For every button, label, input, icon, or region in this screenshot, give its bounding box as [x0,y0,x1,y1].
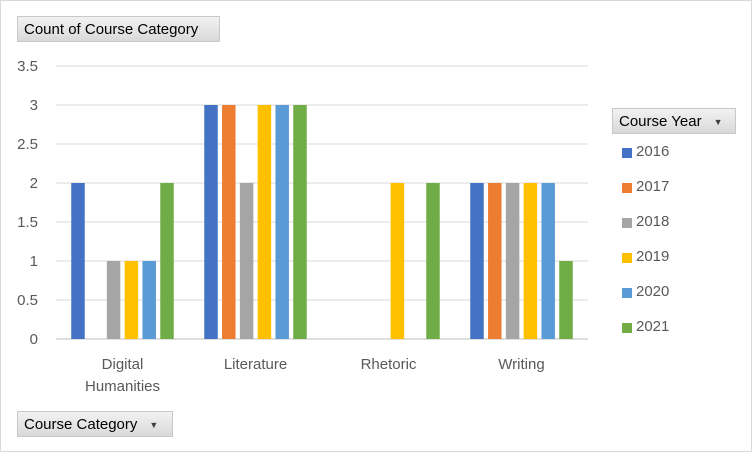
dropdown-arrow-icon: ▼ [713,117,723,128]
y-tick-label: 3 [30,97,38,114]
bar [160,183,174,339]
bar [204,105,218,339]
y-tick-label: 2.5 [17,136,38,153]
bar [142,261,156,339]
legend-label: 2020 [636,283,670,300]
x-tick-label: Writing [498,356,544,373]
value-field-label: Count of Course Category [24,21,199,38]
bar [505,183,520,339]
y-tick-label: 0.5 [17,292,38,309]
category-field-filter-button[interactable]: Course Category ▼ [17,411,173,437]
legend-label: 2016 [636,143,670,160]
legend-swatch [622,253,632,263]
x-tick-label: Digital [102,356,144,373]
legend-swatch [622,218,632,228]
x-tick-label: Rhetoric [361,356,417,373]
x-tick-label: Literature [224,356,287,373]
series-field-label: Course Year [619,113,702,130]
y-tick-label: 1.5 [17,214,38,231]
y-tick-label: 2 [30,175,38,192]
y-tick-label: 1 [30,253,38,270]
bar [426,183,440,339]
bar [488,183,502,339]
bar [523,183,538,339]
bar [222,105,236,339]
legend-swatch [622,288,632,298]
bar [470,183,484,339]
bar [293,105,307,339]
value-field-button[interactable]: Count of Course Category [17,16,220,42]
bar [275,105,289,339]
bar [541,183,555,339]
bar [239,183,254,339]
bar [390,183,405,339]
legend-swatch [622,148,632,158]
series-field-filter-button[interactable]: Course Year ▼ [612,108,736,134]
dropdown-arrow-icon: ▼ [149,420,159,431]
y-tick-label: 0 [30,331,38,348]
category-field-label: Course Category [24,416,138,433]
bar [559,261,573,339]
y-tick-label: 3.5 [17,58,38,75]
legend-swatch [622,323,632,333]
legend-label: 2018 [636,213,670,230]
bar [257,105,272,339]
legend-label: 2019 [636,248,670,265]
bar [106,261,121,339]
x-tick-label: Humanities [85,378,160,395]
bar [124,261,139,339]
legend-label: 2021 [636,318,670,335]
legend-swatch [622,183,632,193]
legend-label: 2017 [636,178,670,195]
bar [71,183,85,339]
